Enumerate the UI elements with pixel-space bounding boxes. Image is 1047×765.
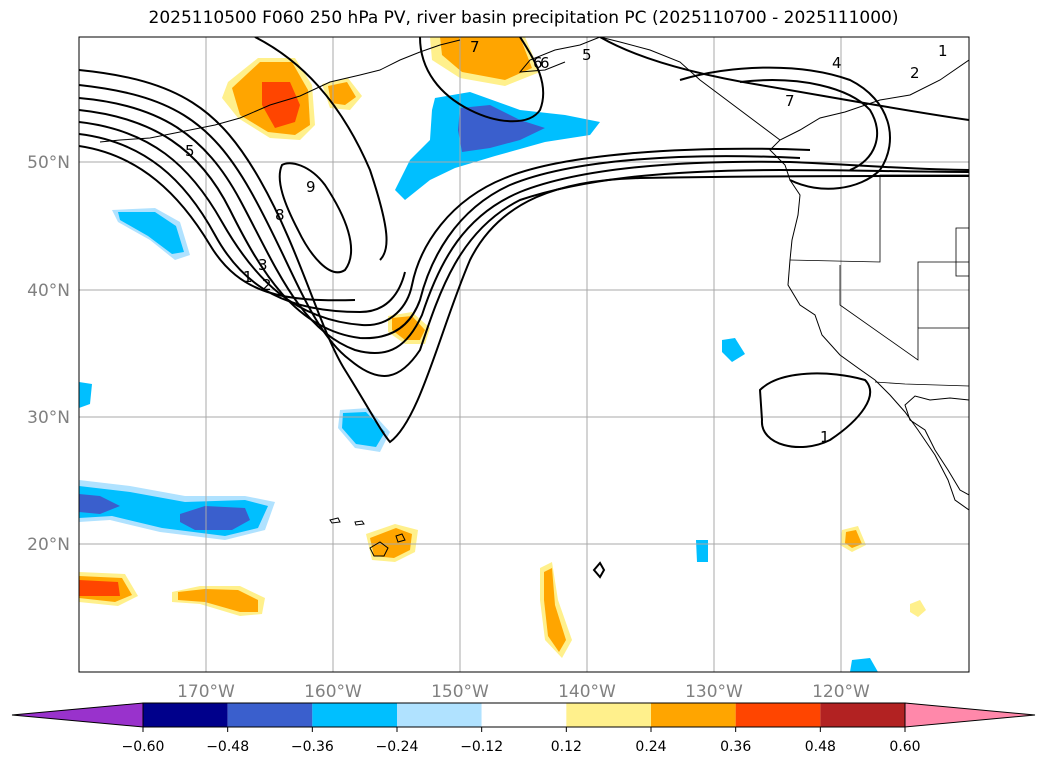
colorbar-tick-label: −0.48 bbox=[206, 739, 249, 755]
svg-text:1: 1 bbox=[243, 268, 253, 286]
lon-label: 140°W bbox=[558, 682, 616, 702]
colorbar-segment bbox=[820, 703, 905, 727]
svg-text:9: 9 bbox=[306, 178, 316, 196]
colorbar-extend-high bbox=[904, 702, 1036, 728]
svg-text:7: 7 bbox=[470, 38, 480, 56]
lat-label: 40°N bbox=[27, 281, 70, 301]
graticule bbox=[79, 37, 969, 672]
lon-label: 150°W bbox=[431, 682, 489, 702]
colorbar-tick-label: −0.36 bbox=[291, 739, 334, 755]
colorbar-segment bbox=[397, 703, 482, 727]
svg-text:3: 3 bbox=[258, 256, 268, 274]
lon-label: 130°W bbox=[685, 682, 743, 702]
colorbar-tick-label: 0.36 bbox=[720, 739, 751, 755]
svg-text:6: 6 bbox=[540, 54, 550, 72]
colorbar-segment bbox=[481, 703, 567, 727]
colorbar-tick-label: −0.24 bbox=[376, 739, 419, 755]
lat-labels: 50°N 40°N 30°N 20°N bbox=[27, 153, 70, 555]
colorbar-segment bbox=[651, 703, 736, 727]
svg-text:2: 2 bbox=[262, 276, 272, 294]
colorbar-segment bbox=[312, 703, 397, 727]
lon-label: 160°W bbox=[304, 682, 362, 702]
colorbar-segment bbox=[227, 703, 313, 727]
svg-text:1: 1 bbox=[820, 428, 830, 446]
colorbar-tick-label: −0.60 bbox=[122, 739, 165, 755]
svg-text:2: 2 bbox=[910, 64, 920, 82]
svg-text:4: 4 bbox=[832, 54, 842, 72]
colorbar-tick-label: 0.48 bbox=[805, 739, 836, 755]
lat-label: 20°N bbox=[27, 535, 70, 555]
svg-text:7: 7 bbox=[785, 92, 795, 110]
colorbar-segment bbox=[735, 703, 821, 727]
colorbar-tick-label: −0.12 bbox=[460, 739, 503, 755]
lon-label: 120°W bbox=[812, 682, 870, 702]
colorbar-frame bbox=[142, 702, 906, 728]
lon-label: 170°W bbox=[177, 682, 235, 702]
svg-text:8: 8 bbox=[275, 206, 285, 224]
svg-text:6: 6 bbox=[533, 54, 543, 72]
coastlines bbox=[99, 37, 969, 557]
map-frame bbox=[78, 36, 970, 673]
colorbar: −0.60 −0.48 −0.36 −0.24 −0.12 0.12 0.24 0.36 0.4… bbox=[11, 702, 1036, 755]
lon-labels: 170°W 160°W 150°W 140°W 130°W 120°W bbox=[177, 682, 870, 702]
map-title: 2025110500 F060 250 hPa PV, river basin … bbox=[148, 8, 899, 28]
colorbar-extend-low bbox=[11, 702, 144, 728]
colorbar-tick-label: 0.12 bbox=[551, 739, 582, 755]
lat-label: 50°N bbox=[27, 153, 70, 173]
pv-contours bbox=[79, 37, 969, 579]
lat-label: 30°N bbox=[27, 408, 70, 428]
svg-text:1: 1 bbox=[938, 42, 948, 60]
colorbar-segment bbox=[566, 703, 651, 727]
map-area: 1 2 3 5 6 7 8 9 1 2 4 5 6 7 1 bbox=[79, 37, 969, 672]
contour-labels: 1 2 3 5 6 7 8 9 1 2 4 5 6 7 1 bbox=[185, 38, 948, 446]
svg-text:5: 5 bbox=[185, 142, 195, 160]
svg-text:5: 5 bbox=[582, 46, 592, 64]
colorbar-tick-label: 0.24 bbox=[635, 739, 666, 755]
colorbar-tick-label: 0.60 bbox=[889, 739, 920, 755]
precip-shading bbox=[79, 37, 926, 672]
colorbar-segment bbox=[143, 703, 228, 727]
